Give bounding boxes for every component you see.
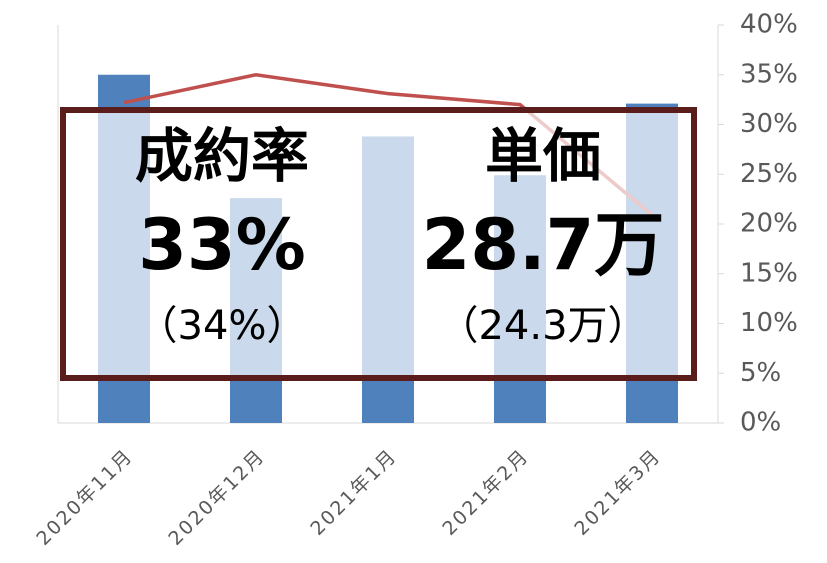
x-tick-label: 2021年2月 <box>438 445 533 540</box>
highlight-box <box>60 107 697 381</box>
annotation-sub: （34%） <box>138 303 307 349</box>
annotation-value: 33% <box>138 204 306 286</box>
x-tick-label: 2020年12月 <box>164 445 269 550</box>
y-tick-label: 40% <box>740 10 798 40</box>
y-tick-label: 0% <box>740 408 781 438</box>
y-tick-label: 35% <box>740 59 798 89</box>
y-tick-label: 30% <box>740 109 798 139</box>
y-tick-label: 25% <box>740 159 798 189</box>
x-tick-label: 2020年11月 <box>32 445 137 550</box>
x-tick-label: 2021年1月 <box>306 445 401 540</box>
y-tick-label: 10% <box>740 308 798 338</box>
annotation-value: 28.7万 <box>422 204 665 286</box>
x-tick-label: 2021年3月 <box>570 445 665 540</box>
y-tick-label: 15% <box>740 258 798 288</box>
annotation-sub: （24.3万） <box>438 303 647 349</box>
annotation-label: 成約率 <box>135 122 309 190</box>
y-tick-label: 5% <box>740 358 781 388</box>
y-tick-label: 20% <box>740 209 798 239</box>
annotation-label: 単価 <box>485 122 601 190</box>
